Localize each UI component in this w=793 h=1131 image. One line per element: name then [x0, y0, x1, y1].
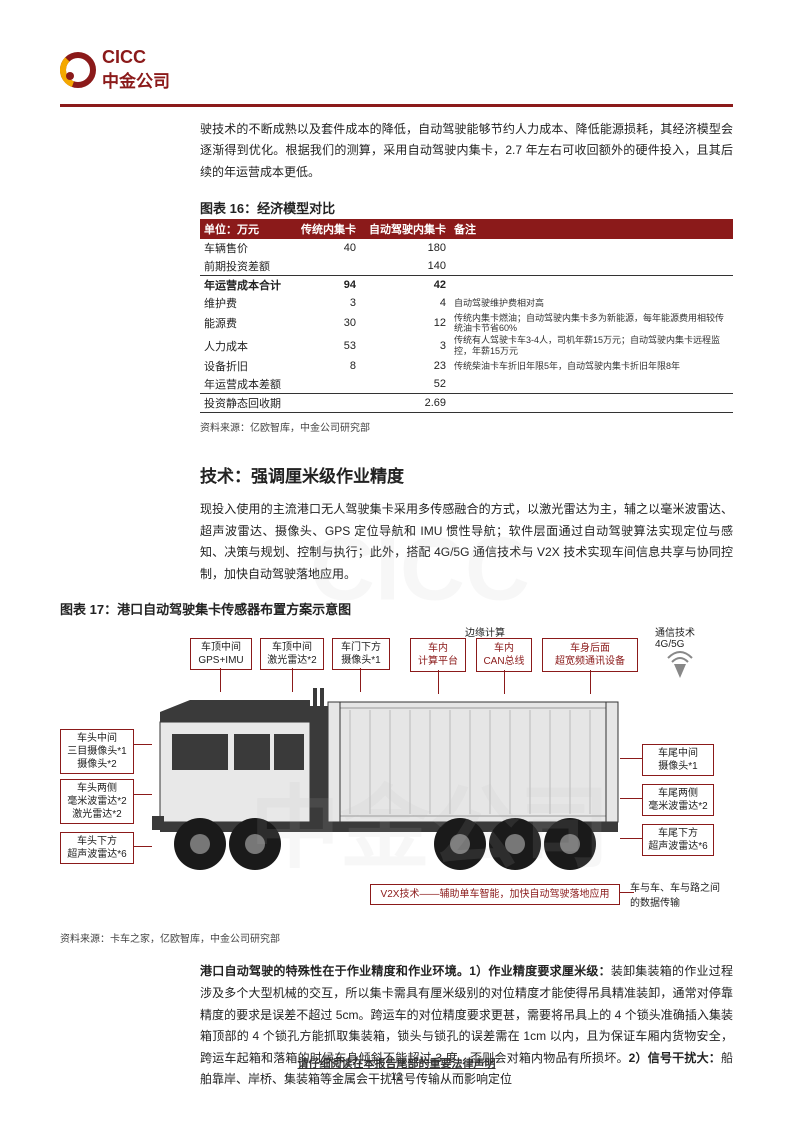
- table-cell: 设备折旧: [200, 357, 290, 375]
- diagram-connector: [134, 744, 152, 745]
- diagram-label: 车头中间三目摄像头*1摄像头*2: [60, 729, 134, 774]
- table-row: 维护费34自动驾驶维护费相对高: [200, 294, 733, 312]
- table-header: 备注: [450, 219, 733, 239]
- table-cell: 52: [360, 375, 450, 394]
- table-row: 能源费3012传统内集卡燃油；自动驾驶内集卡多为新能源，每年能源费用相较传统油卡…: [200, 312, 733, 335]
- diagram-connector: [220, 668, 221, 692]
- diagram-v2x-box: V2X技术——辅助单车智能，加快自动驾驶落地应用: [370, 884, 620, 905]
- table-title: 图表 16：经济模型对比: [200, 198, 733, 217]
- logo-icon: [60, 52, 96, 88]
- table-cell: [290, 375, 360, 394]
- diagram-label: 车头下方超声波雷达*6: [60, 832, 134, 864]
- table-cell: [450, 375, 733, 394]
- table-cell: 140: [360, 257, 450, 276]
- diagram-connector: [438, 670, 439, 694]
- table-row: 人力成本533传统有人驾驶卡车3-4人，司机年薪15万元；自动驾驶内集卡远程监控…: [200, 334, 733, 357]
- table-source: 资料来源：亿欧智库，中金公司研究部: [200, 419, 733, 434]
- diagram-connector: [134, 794, 152, 795]
- diagram-label: 车内计算平台: [410, 638, 466, 672]
- table-cell: 8: [290, 357, 360, 375]
- table-header: 自动驾驶内集卡: [360, 219, 450, 239]
- table-16: 单位：万元传统内集卡自动驾驶内集卡备注 车辆售价40180前期投资差额140年运…: [200, 219, 733, 413]
- table-cell: 94: [290, 275, 360, 294]
- table-header: 单位：万元: [200, 219, 290, 239]
- table-cell: 4: [360, 294, 450, 312]
- diagram-connector: [620, 838, 642, 839]
- table-cell: 能源费: [200, 312, 290, 335]
- diagram-connector: [504, 670, 505, 694]
- table-cell: 53: [290, 334, 360, 357]
- table-cell: 维护费: [200, 294, 290, 312]
- diagram-label: 车头两侧毫米波雷达*2激光雷达*2: [60, 779, 134, 824]
- table-cell: 2.69: [360, 394, 450, 413]
- table-row: 设备折旧823传统柴油卡车折旧年限5年，自动驾驶内集卡折旧年限8年: [200, 357, 733, 375]
- table-cell: 3: [290, 294, 360, 312]
- table-cell: 3: [360, 334, 450, 357]
- table-row: 投资静态回收期 2.69: [200, 394, 733, 413]
- diagram-connector: [590, 670, 591, 694]
- table-cell: 人力成本: [200, 334, 290, 357]
- table-row: 年运营成本合计9442: [200, 275, 733, 294]
- table-cell: 传统内集卡燃油；自动驾驶内集卡多为新能源，每年能源费用相较传统油卡节省60%: [450, 312, 733, 335]
- table-cell: 车辆售价: [200, 239, 290, 257]
- table-cell: [450, 275, 733, 294]
- logo: CICC 中金公司: [60, 48, 733, 92]
- footer: 请仔细阅读在本报告尾部的重要法律声明 12: [0, 1055, 793, 1083]
- table-cell: [290, 394, 360, 413]
- table-cell: 30: [290, 312, 360, 335]
- footer-disclaimer: 请仔细阅读在本报告尾部的重要法律声明: [0, 1055, 793, 1071]
- diagram-connector: [620, 758, 642, 759]
- header-divider: [60, 104, 733, 107]
- table-row: 车辆售价40180: [200, 239, 733, 257]
- table-cell: 传统有人驾驶卡车3-4人，司机年薪15万元；自动驾驶内集卡远程监控，年薪15万元: [450, 334, 733, 357]
- diagram-label: 车尾两侧毫米波雷达*2: [642, 784, 714, 816]
- table-cell: 180: [360, 239, 450, 257]
- diagram-label: 车身后面超宽频通讯设备: [542, 638, 638, 672]
- diagram-connector: [292, 668, 293, 692]
- table-row: 前期投资差额 140: [200, 257, 733, 276]
- diagram-note: 边缘计算: [465, 624, 505, 639]
- diagram-label: 车尾下方超声波雷达*6: [642, 824, 714, 856]
- table-cell: 42: [360, 275, 450, 294]
- diagram-label: 车顶中间激光雷达*2: [260, 638, 324, 670]
- diagram-note: 通信技术4G/5G: [655, 624, 695, 650]
- table-cell: 年运营成本合计: [200, 275, 290, 294]
- diagram-right-note: 车与车、车与路之间的数据传输: [630, 879, 720, 909]
- diagram-17: 车顶中间GPS+IMU车顶中间激光雷达*2车门下方摄像头*1 车内计算平台车内CA…: [60, 624, 720, 924]
- diagram-connector: [620, 798, 642, 799]
- logo-en: CICC: [102, 48, 170, 67]
- table-cell: 自动驾驶维护费相对高: [450, 294, 733, 312]
- diagram-label: 车尾中间摄像头*1: [642, 744, 714, 776]
- intro-paragraph: 驶技术的不断成熟以及套件成本的降低，自动驾驶能够节约人力成本、降低能源损耗，其经…: [200, 119, 733, 184]
- table-cell: 12: [360, 312, 450, 335]
- diagram-connector: [620, 892, 634, 893]
- table-row: 年运营成本差额 52: [200, 375, 733, 394]
- diagram-label: 车顶中间GPS+IMU: [190, 638, 252, 670]
- section-body: 现投入使用的主流港口无人驾驶集卡采用多传感融合的方式，以激光雷达为主，辅之以毫米…: [200, 499, 733, 585]
- diagram-source: 资料来源：卡车之家，亿欧智库，中金公司研究部: [60, 930, 733, 945]
- antenna-icon: [660, 644, 700, 684]
- diagram-label: 车门下方摄像头*1: [332, 638, 390, 670]
- table-cell: 前期投资差额: [200, 257, 290, 276]
- table-cell: 投资静态回收期: [200, 394, 290, 413]
- table-cell: [450, 394, 733, 413]
- table-cell: [450, 239, 733, 257]
- diagram-connector: [360, 668, 361, 692]
- diagram-title: 图表 17：港口自动驾驶集卡传感器布置方案示意图: [60, 599, 733, 618]
- table-cell: 传统柴油卡车折旧年限5年，自动驾驶内集卡折旧年限8年: [450, 357, 733, 375]
- table-cell: [290, 257, 360, 276]
- table-header: 传统内集卡: [290, 219, 360, 239]
- logo-cn: 中金公司: [102, 67, 170, 92]
- diagram-label: 车内CAN总线: [476, 638, 532, 672]
- page-number: 12: [0, 1071, 793, 1083]
- truck-illustration: [150, 684, 630, 874]
- table-cell: 年运营成本差额: [200, 375, 290, 394]
- table-cell: [450, 257, 733, 276]
- section-title: 技术：强调厘米级作业精度: [200, 462, 733, 487]
- table-cell: 40: [290, 239, 360, 257]
- table-cell: 23: [360, 357, 450, 375]
- diagram-connector: [134, 846, 152, 847]
